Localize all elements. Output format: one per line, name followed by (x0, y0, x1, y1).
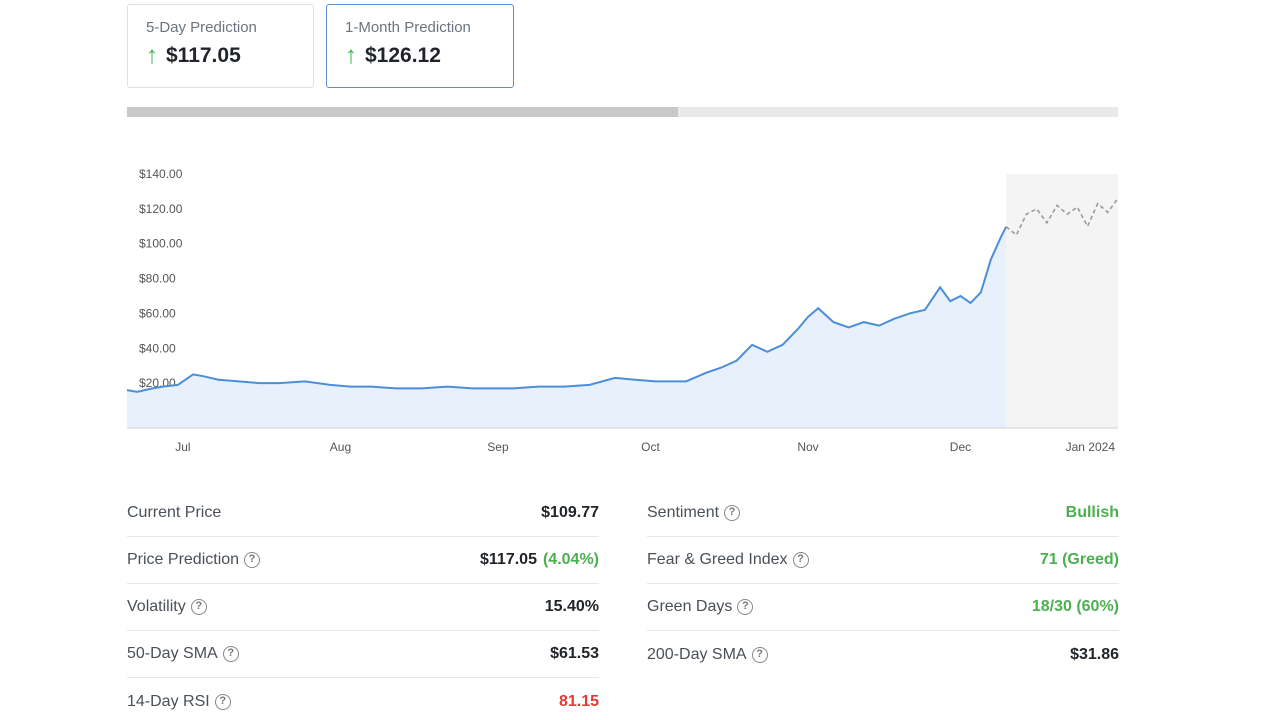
stat-label-text: Price Prediction (127, 551, 240, 568)
stat-change-percent: (4.04%) (542, 551, 599, 568)
stat-label-text: Volatility (127, 598, 186, 615)
help-icon[interactable]: ? (190, 599, 207, 615)
card-value: $117.05 (166, 44, 241, 67)
stat-label-text: 200-Day SMA (647, 645, 747, 663)
historical-line (126, 226, 1008, 393)
help-icon[interactable]: ? (244, 552, 261, 568)
stats-left: Current Price $109.77 Price Prediction? $11… (127, 490, 599, 720)
stat-label: Volatility? (127, 598, 207, 616)
stat-row: 50-Day SMA? $61.53 (127, 631, 599, 678)
stat-label-text: Sentiment (647, 504, 720, 521)
stat-value: 15.40% (544, 598, 599, 615)
y-tick-label: $140.00 (139, 167, 183, 181)
stat-label-text: Fear & Greed Index (647, 551, 788, 568)
stat-label: 200-Day SMA? (647, 646, 768, 664)
card-label: 5-Day Prediction (146, 19, 257, 36)
stat-label: Price Prediction? (127, 551, 261, 569)
x-tick-label: Dec (950, 440, 971, 454)
help-icon[interactable]: ? (751, 646, 768, 663)
y-tick-label: $100.00 (139, 237, 183, 251)
help-icon[interactable]: ? (792, 552, 809, 568)
y-axis: $0.00$20.00$40.00$60.00$80.00$100.00$120… (139, 167, 183, 425)
x-tick-label: Jul (175, 440, 190, 454)
stat-label: Sentiment? (647, 504, 741, 522)
x-tick-label: Aug (330, 440, 351, 454)
stat-label-text: Current Price (127, 504, 222, 521)
stat-row: Sentiment? Bullish (647, 490, 1119, 537)
forecast-region (1006, 174, 1118, 428)
stat-row: Green Days? 18/30 (60%) (647, 584, 1119, 631)
stat-value: Bullish (1065, 504, 1119, 521)
stat-value-group: $61.53 (550, 645, 599, 663)
stat-row: Fear & Greed Index? 71 (Greed) (647, 537, 1119, 584)
stat-value-group: 15.40% (545, 598, 599, 616)
arrow-up-icon: ↑ (146, 42, 158, 69)
card-5-day-prediction[interactable]: 5-Day Prediction ↑ $117.05 (127, 4, 314, 88)
stat-value-group: Bullish (1066, 504, 1119, 522)
x-tick-label: Nov (797, 440, 818, 454)
stat-value: 18/30 (60%) (1031, 598, 1119, 615)
stat-label-text: 14-Day RSI (127, 692, 210, 710)
stat-value-group: $31.86 (1070, 646, 1119, 664)
stat-value: 81.15 (558, 692, 599, 710)
x-tick-label: Jan 2024 (1066, 440, 1116, 454)
stat-value: $117.05 (480, 551, 537, 568)
stat-value-group: $117.05 (4.04%) (480, 551, 599, 569)
y-tick-label: $60.00 (139, 306, 176, 320)
x-tick-label: Oct (641, 440, 660, 454)
price-chart: $0.00$20.00$40.00$60.00$80.00$100.00$120… (126, 167, 1119, 454)
stat-value-group: $109.77 (541, 504, 599, 522)
stat-row: 200-Day SMA? $31.86 (647, 631, 1119, 678)
stat-label: Current Price (127, 504, 221, 522)
y-tick-label: $40.00 (139, 341, 176, 355)
y-tick-label: $120.00 (139, 202, 183, 216)
stat-label: 14-Day RSI? (127, 693, 231, 711)
stat-label: Green Days? (647, 598, 754, 616)
stat-value-group: 81.15 (559, 693, 599, 711)
scroll-progress-track[interactable] (127, 107, 1118, 117)
help-icon[interactable]: ? (724, 505, 741, 521)
help-icon[interactable]: ? (737, 599, 754, 615)
stat-value: 71 (Greed) (1039, 551, 1119, 568)
card-label: 1-Month Prediction (345, 19, 471, 36)
y-tick-label: $80.00 (139, 272, 176, 286)
stat-row: Price Prediction? $117.05 (4.04%) (127, 537, 599, 584)
stat-value-group: 71 (Greed) (1040, 551, 1119, 569)
stat-label: 50-Day SMA? (127, 645, 239, 663)
stat-row: Volatility? 15.40% (127, 584, 599, 631)
help-icon[interactable]: ? (222, 646, 239, 662)
stat-row: Current Price $109.77 (127, 490, 599, 537)
x-axis: Jul Aug Sep Oct Nov Dec Jan 2024 (175, 440, 1115, 454)
stat-label-text: Green Days (647, 598, 733, 615)
arrow-up-icon: ↑ (345, 42, 357, 69)
historical-area (127, 226, 1007, 428)
card-value: $126.12 (365, 44, 441, 67)
stat-row: 14-Day RSI? 81.15 (127, 678, 599, 720)
help-icon[interactable]: ? (214, 693, 231, 710)
stat-value: $31.86 (1070, 645, 1119, 663)
stat-label-text: 50-Day SMA (127, 645, 218, 662)
stat-label: Fear & Greed Index? (647, 551, 809, 569)
stat-value: $61.53 (550, 645, 599, 662)
stats-right: Sentiment? Bullish Fear & Greed Index? 71 (… (647, 490, 1119, 678)
stat-value: $109.77 (541, 504, 599, 521)
forecast-line (1005, 197, 1119, 237)
stat-value-group: 18/30 (60%) (1032, 598, 1119, 616)
x-tick-label: Sep (487, 440, 509, 454)
scroll-progress-fill[interactable] (127, 107, 678, 117)
card-1-month-prediction[interactable]: 1-Month Prediction ↑ $126.12 (326, 4, 514, 88)
